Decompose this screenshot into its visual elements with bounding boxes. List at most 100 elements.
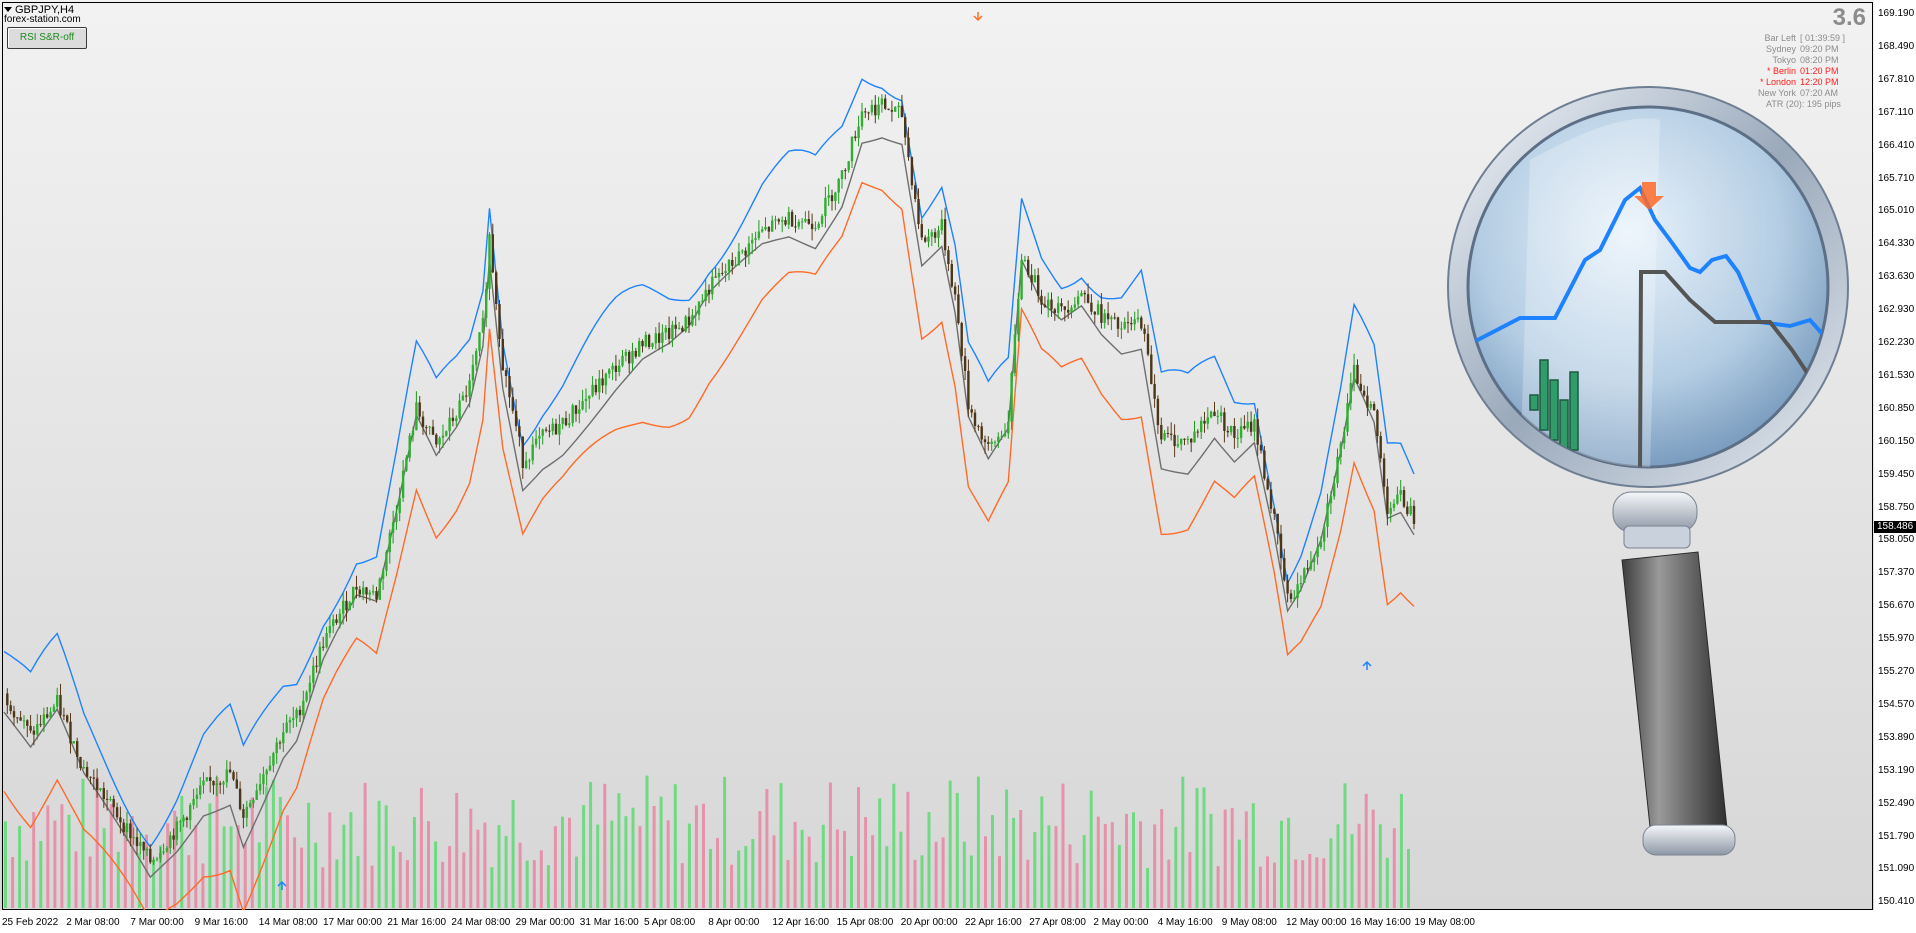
time-tick-label: 24 Mar 08:00 (451, 917, 511, 928)
symbol-title: GBPJPY,H4 (4, 4, 74, 16)
volume-bar (589, 781, 593, 908)
candle-body (1140, 317, 1143, 329)
candle-body (1030, 274, 1033, 283)
rsi-toggle-button[interactable]: RSI S&R-off (7, 27, 87, 49)
session-info-panel: Bar Left [ 01:39:59 ] Sydney 09:20 PM Tokyo 0… (1740, 33, 1868, 110)
candle-body (757, 231, 761, 239)
candle-body (378, 578, 381, 600)
volume-bar (159, 845, 163, 908)
session-time: 07:20 AM (1800, 88, 1839, 98)
candle-body (36, 724, 39, 735)
candle-body (1126, 322, 1130, 324)
candle-body (1186, 438, 1190, 440)
volume-bar (363, 782, 367, 908)
candle-body (970, 409, 973, 413)
candle-body (155, 858, 159, 860)
magnifier-collar (1623, 525, 1691, 549)
candle-body (441, 435, 445, 438)
volume-bar (878, 798, 882, 908)
session-time: 01:20 PM (1800, 66, 1839, 76)
candle-body (302, 700, 305, 716)
candle-body (993, 441, 997, 443)
price-tick-label: 154.570 (1878, 698, 1915, 710)
candle-body (588, 395, 591, 399)
candle-body (578, 409, 581, 414)
candle-body (1100, 304, 1103, 323)
candle-body (1103, 313, 1106, 323)
candle-body (767, 226, 771, 232)
candle-body (840, 170, 844, 179)
candle-body (714, 276, 717, 278)
volume-bar (1287, 817, 1291, 908)
candle-body (418, 402, 421, 417)
candle-body (1209, 411, 1213, 418)
candle-body (591, 384, 594, 396)
candle-body (471, 364, 475, 381)
volume-bar (631, 807, 635, 908)
candle-body (761, 229, 764, 232)
candle-body (248, 803, 252, 807)
price-tick-label: 167.110 (1878, 106, 1914, 118)
candle-body (598, 378, 601, 393)
volume-bar (116, 851, 120, 908)
price-tick-label: 153.890 (1878, 731, 1915, 743)
candle-body (1263, 450, 1266, 479)
candle-body (69, 721, 72, 744)
upper-band-line (3, 78, 1415, 849)
candle-body (1389, 507, 1392, 514)
candle-body (940, 219, 943, 231)
candle-body (854, 136, 857, 139)
candle-body (784, 220, 787, 225)
candle-body (1223, 412, 1226, 431)
volume-bar (25, 860, 29, 908)
candle-body (933, 232, 937, 238)
candle-body (362, 587, 365, 595)
candle-body (614, 365, 618, 372)
candle-body (594, 384, 598, 393)
magnifier-handle-cap (1642, 824, 1736, 856)
candle-body (987, 442, 990, 444)
volume-bar (659, 796, 663, 908)
candle-body (1086, 294, 1090, 303)
candle-body (99, 788, 102, 790)
candle-body (385, 552, 388, 571)
session-row: * Berlin 01:20 PM (1740, 66, 1868, 77)
volume-bar (208, 803, 212, 908)
price-tick-label: 157.370 (1878, 567, 1915, 579)
candle-body (734, 265, 737, 267)
candle-body (1412, 505, 1416, 524)
candle-body (109, 799, 112, 800)
plot-frame (2, 2, 1873, 910)
volume-bar (194, 825, 198, 908)
candle-body (624, 351, 628, 356)
candle-body (1336, 456, 1339, 484)
candle-body (29, 725, 32, 731)
candle-body (1110, 317, 1113, 320)
volume-bar (455, 792, 459, 908)
volume-bar (1068, 844, 1072, 908)
candle-body (415, 402, 418, 431)
candle-body (358, 589, 361, 595)
chevron-down-icon[interactable] (4, 7, 12, 12)
candle-body (544, 429, 548, 431)
volume-bar (243, 842, 247, 908)
time-tick-label: 15 Apr 08:00 (836, 917, 894, 928)
candle-body (322, 646, 325, 648)
candle-body (1183, 438, 1186, 440)
candle-body (1266, 478, 1269, 490)
volume-bar (1385, 857, 1389, 908)
candle-body (1173, 434, 1176, 447)
volume-bar (1082, 835, 1086, 908)
price-tick-label: 164.330 (1878, 238, 1915, 250)
session-name: Sydney (1765, 44, 1796, 54)
candle-body (1256, 419, 1259, 445)
volume-bar (1132, 812, 1135, 908)
candle-body (59, 695, 62, 716)
candle-body (175, 821, 179, 840)
volume-bar (264, 786, 268, 908)
volume-bar (271, 779, 275, 908)
candle-body (352, 586, 355, 603)
candle-body (810, 223, 814, 230)
